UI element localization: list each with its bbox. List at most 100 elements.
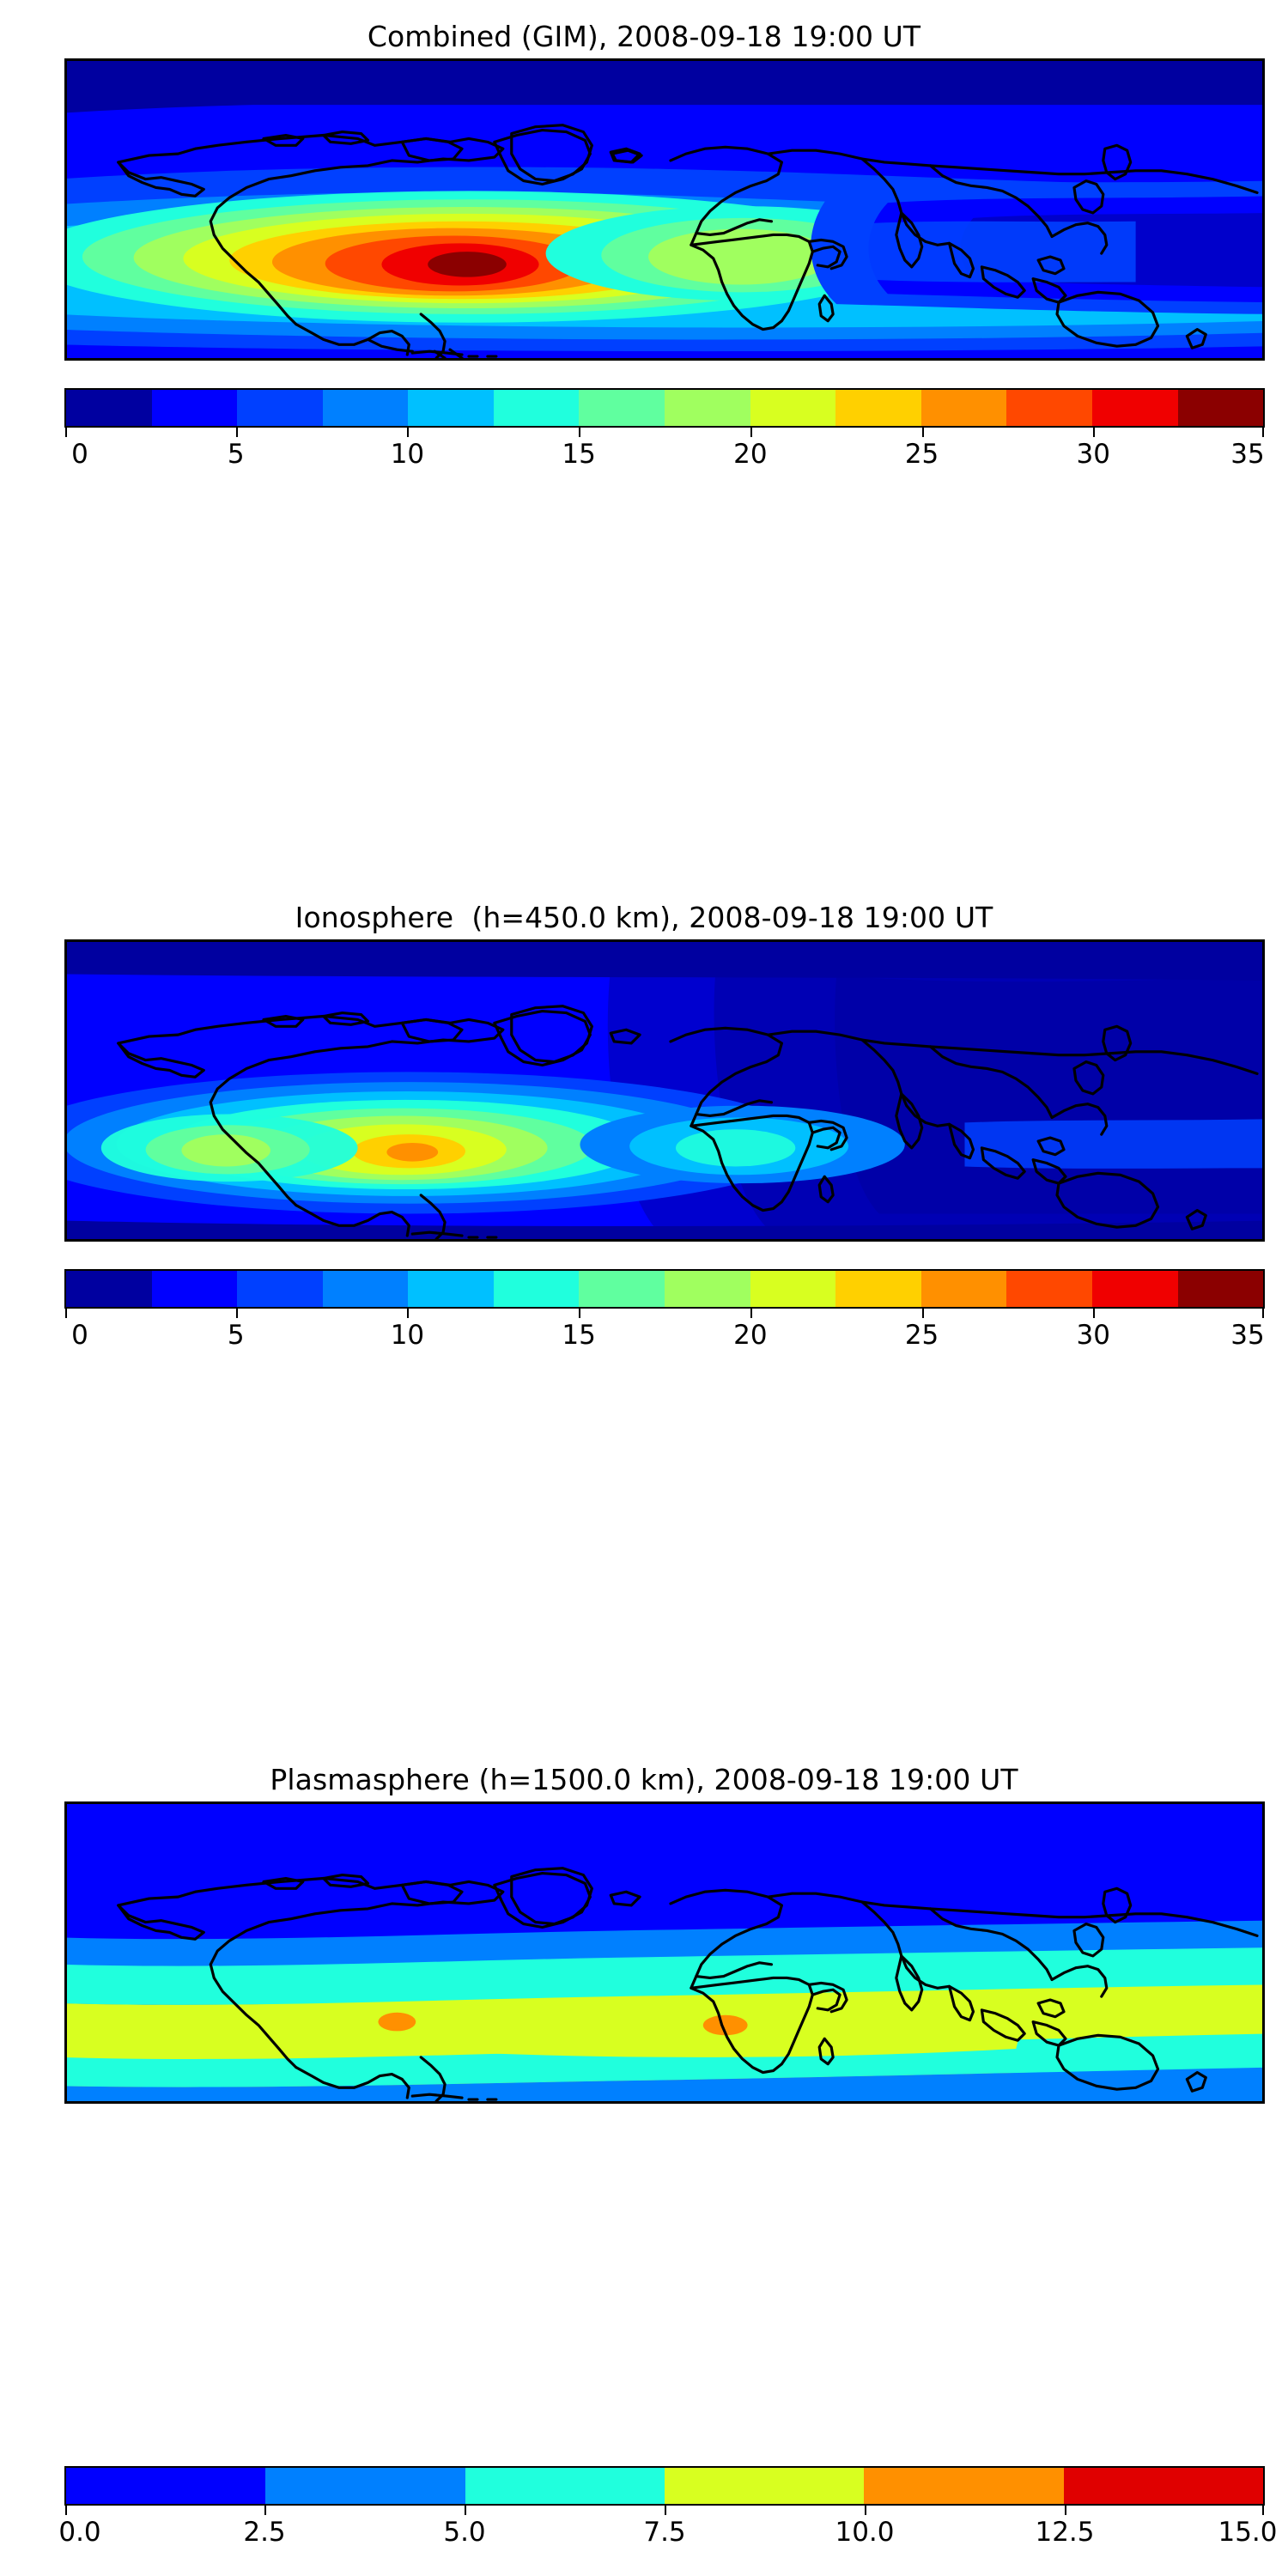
colorbar-ionosphere: 0 5 10 15 20 25 30 35 xyxy=(64,1269,1265,1351)
colorbar-tick-label-0: 0.0 xyxy=(58,2517,101,2548)
map-ionosphere xyxy=(64,939,1265,1242)
colorbar-segment-6 xyxy=(579,390,665,426)
colorbar-tick-label-5: 25 xyxy=(904,439,939,470)
colorbar-segment-13 xyxy=(1177,1271,1264,1307)
colorbar-tick-6 xyxy=(1262,2506,1264,2515)
colorbar-segment-0 xyxy=(66,390,152,426)
colorbar-segment-1 xyxy=(151,390,238,426)
colorbar-tick-label-4: 10.0 xyxy=(835,2517,895,2548)
colorbar-axis-plasmasphere: 0.0 2.5 5.0 7.5 10.0 12.5 15.0 xyxy=(58,2506,1278,2555)
colorbar-tick-label-3: 15 xyxy=(562,1320,596,1351)
panel-title-plasmasphere: Plasmasphere (h=1500.0 km), 2008-09-18 1… xyxy=(270,1763,1018,1796)
colorbar-segment-3 xyxy=(664,2468,865,2504)
colorbar-tick-5 xyxy=(921,428,924,437)
colorbar-segment-4 xyxy=(408,390,494,426)
colorbar-segment-13 xyxy=(1177,390,1264,426)
colorbar-segment-4 xyxy=(864,2468,1064,2504)
colorbar-tick-2 xyxy=(465,2506,466,2515)
colorbar-tick-label-5: 12.5 xyxy=(1035,2517,1095,2548)
colorbar-tick-4 xyxy=(865,2506,866,2515)
colorbar-tick-1 xyxy=(235,1309,238,1318)
colorbar-tick-0 xyxy=(65,1309,67,1318)
colorbar-tick-label-1: 5 xyxy=(227,439,245,470)
colorbar-tick-label-2: 10 xyxy=(390,439,425,470)
colorbar-segment-5 xyxy=(493,390,580,426)
colorbar-tick-label-1: 2.5 xyxy=(243,2517,286,2548)
colorbar-tick-4 xyxy=(750,1309,752,1318)
colorbar-tick-0 xyxy=(65,428,67,437)
colorbar-segment-11 xyxy=(1006,1271,1092,1307)
colorbar-segment-7 xyxy=(665,390,750,426)
colorbar-tick-label-3: 7.5 xyxy=(643,2517,686,2548)
colorbar-strip-combined-gim xyxy=(64,388,1265,428)
colorbar-segment-0 xyxy=(66,2468,266,2504)
colorbar-tick-4 xyxy=(750,428,752,437)
panel-ionosphere: Ionosphere (h=450.0 km), 2008-09-18 19:0… xyxy=(0,900,1288,936)
colorbar-axis-combined-gim: 0 5 10 15 20 25 30 35 xyxy=(64,428,1265,477)
colorbar-segment-3 xyxy=(322,1271,409,1307)
colorbar-segment-10 xyxy=(920,390,1007,426)
colorbar-segment-2 xyxy=(237,1271,323,1307)
colorbar-strip-ionosphere xyxy=(64,1269,1265,1309)
colorbar-tick-6 xyxy=(1093,1309,1096,1318)
colorbar-tick-1 xyxy=(264,2506,266,2515)
colorbar-segment-12 xyxy=(1091,1271,1178,1307)
colorbar-tick-label-1: 5 xyxy=(227,1320,245,1351)
colorbar-tick-3 xyxy=(579,1309,581,1318)
colorbar-tick-label-7: 35 xyxy=(1230,439,1265,470)
colorbar-segment-8 xyxy=(750,1271,836,1307)
colorbar-segment-1 xyxy=(265,2468,465,2504)
panel-combined-gim: Combined (GIM), 2008-09-18 19:00 UT xyxy=(0,19,1288,55)
map-plasmasphere xyxy=(64,1801,1265,2104)
colorbar-segment-1 xyxy=(151,1271,238,1307)
colorbar-tick-5 xyxy=(1065,2506,1066,2515)
colorbar-tick-label-2: 5.0 xyxy=(443,2517,486,2548)
colorbar-tick-label-6: 30 xyxy=(1076,1320,1111,1351)
colorbar-segment-10 xyxy=(920,1271,1007,1307)
colorbar-segment-11 xyxy=(1006,390,1092,426)
colorbar-tick-2 xyxy=(407,1309,410,1318)
panel-plasmasphere: Plasmasphere (h=1500.0 km), 2008-09-18 1… xyxy=(0,1762,1288,1798)
colorbar-tick-7 xyxy=(1262,1309,1264,1318)
colorbar-tick-0 xyxy=(65,2506,67,2515)
colorbar-tick-label-0: 0 xyxy=(71,439,88,470)
colorbar-segment-5 xyxy=(1063,2468,1263,2504)
map-canvas-ionosphere xyxy=(67,942,1262,1239)
colorbar-segment-7 xyxy=(665,1271,750,1307)
map-canvas-combined-gim xyxy=(67,61,1262,358)
colorbar-segment-6 xyxy=(579,1271,665,1307)
panel-title-combined-gim: Combined (GIM), 2008-09-18 19:00 UT xyxy=(367,20,921,53)
colorbar-tick-5 xyxy=(921,1309,924,1318)
colorbar-tick-2 xyxy=(407,428,410,437)
colorbar-segment-3 xyxy=(322,390,409,426)
map-canvas-plasmasphere xyxy=(67,1804,1262,2101)
colorbar-tick-3 xyxy=(665,2506,666,2515)
colorbar-tick-label-5: 25 xyxy=(904,1320,939,1351)
colorbar-plasmasphere: 0.0 2.5 5.0 7.5 10.0 12.5 15.0 xyxy=(58,2466,1278,2548)
colorbar-segment-9 xyxy=(835,390,921,426)
colorbar-tick-label-4: 20 xyxy=(733,1320,768,1351)
colorbar-strip-plasmasphere xyxy=(64,2466,1265,2506)
colorbar-segment-8 xyxy=(750,390,836,426)
colorbar-tick-label-6: 15.0 xyxy=(1218,2517,1278,2548)
colorbar-tick-label-7: 35 xyxy=(1230,1320,1265,1351)
colorbar-tick-7 xyxy=(1262,428,1264,437)
colorbar-combined-gim: 0 5 10 15 20 25 30 35 xyxy=(64,388,1265,470)
colorbar-tick-label-0: 0 xyxy=(71,1320,88,1351)
map-combined-gim xyxy=(64,58,1265,361)
colorbar-segment-0 xyxy=(66,1271,152,1307)
colorbar-axis-ionosphere: 0 5 10 15 20 25 30 35 xyxy=(64,1309,1265,1358)
colorbar-segment-9 xyxy=(835,1271,921,1307)
colorbar-tick-label-4: 20 xyxy=(733,439,768,470)
colorbar-segment-12 xyxy=(1091,390,1178,426)
colorbar-tick-3 xyxy=(579,428,581,437)
colorbar-segment-2 xyxy=(237,390,323,426)
colorbar-segment-2 xyxy=(465,2468,665,2504)
colorbar-tick-label-6: 30 xyxy=(1076,439,1111,470)
colorbar-segment-4 xyxy=(408,1271,494,1307)
colorbar-tick-label-2: 10 xyxy=(390,1320,425,1351)
colorbar-tick-1 xyxy=(235,428,238,437)
panel-title-ionosphere: Ionosphere (h=450.0 km), 2008-09-18 19:0… xyxy=(295,901,993,934)
colorbar-tick-label-3: 15 xyxy=(562,439,596,470)
